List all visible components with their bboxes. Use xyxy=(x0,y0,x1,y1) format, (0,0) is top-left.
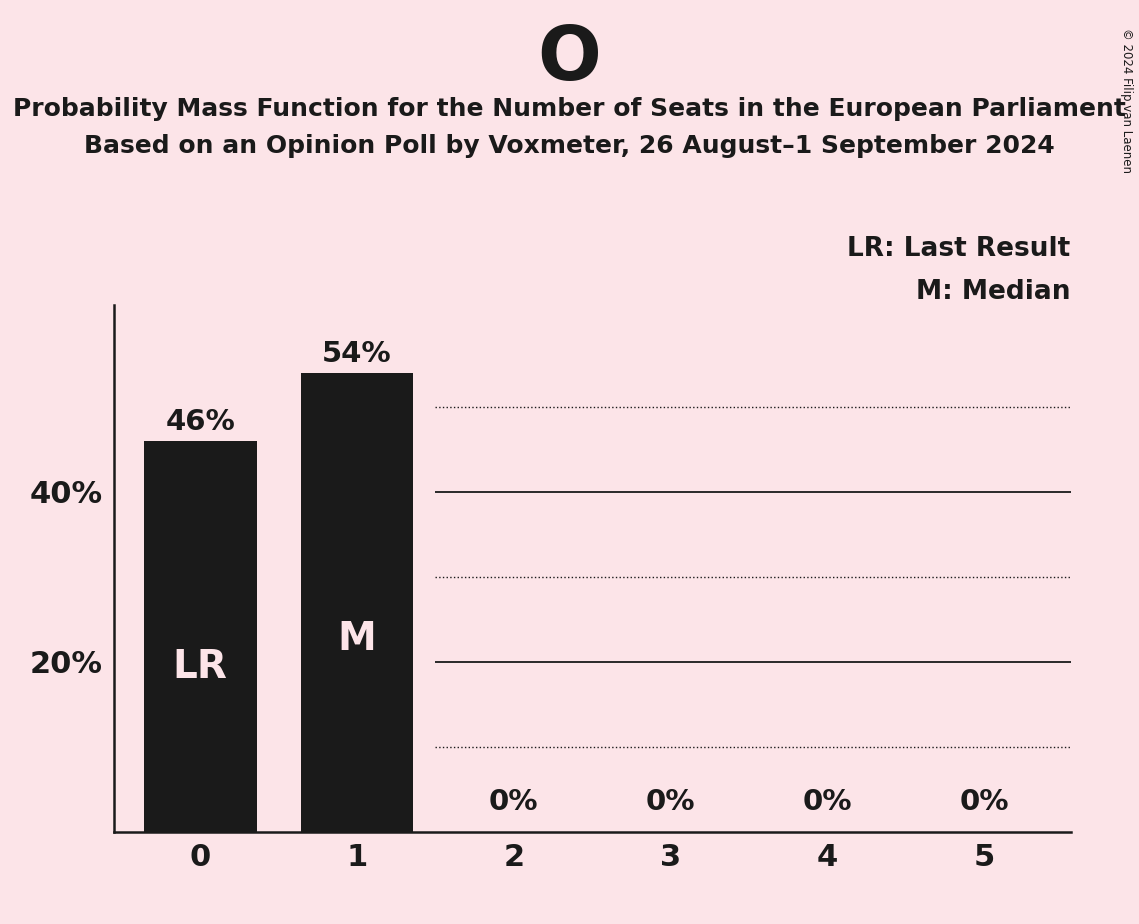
Text: 0%: 0% xyxy=(960,788,1009,816)
Text: 0%: 0% xyxy=(646,788,696,816)
Text: M: M xyxy=(337,620,376,658)
Text: Probability Mass Function for the Number of Seats in the European Parliament: Probability Mass Function for the Number… xyxy=(13,97,1126,121)
Text: 0%: 0% xyxy=(489,788,539,816)
Text: LR: Last Result: LR: Last Result xyxy=(847,237,1071,262)
Text: 0%: 0% xyxy=(803,788,852,816)
Bar xyxy=(301,373,413,832)
Text: © 2024 Filip van Laenen: © 2024 Filip van Laenen xyxy=(1121,28,1133,173)
Bar xyxy=(144,441,256,832)
Text: O: O xyxy=(538,23,601,96)
Text: Based on an Opinion Poll by Voxmeter, 26 August–1 September 2024: Based on an Opinion Poll by Voxmeter, 26… xyxy=(84,134,1055,158)
Text: 46%: 46% xyxy=(165,407,235,436)
Text: M: Median: M: Median xyxy=(916,279,1071,305)
Text: 54%: 54% xyxy=(322,340,392,368)
Text: LR: LR xyxy=(173,649,228,687)
